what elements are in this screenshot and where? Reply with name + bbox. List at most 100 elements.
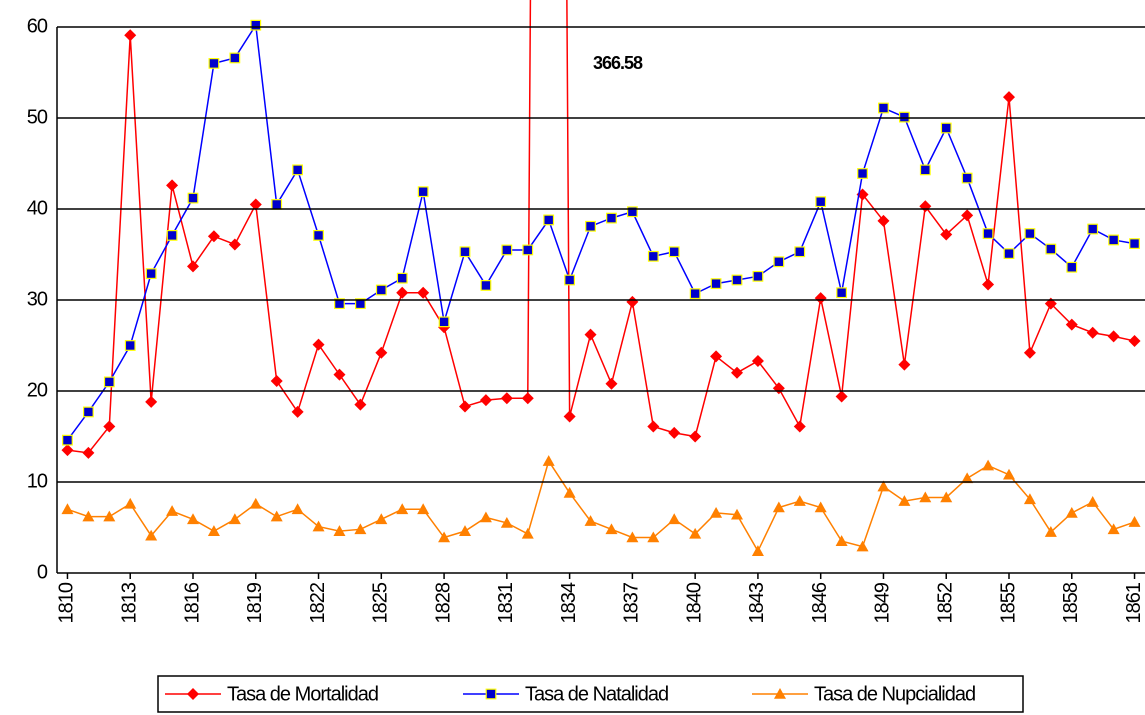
x-tick-label: 1816 <box>181 582 203 623</box>
point <box>207 230 220 243</box>
series-line <box>67 0 1135 454</box>
point <box>61 503 74 515</box>
point <box>751 545 764 556</box>
x-tick-label: 1858 <box>1060 582 1082 623</box>
point <box>270 510 283 522</box>
y-tick-label: 40 <box>27 197 48 219</box>
point <box>1128 516 1141 527</box>
point <box>459 246 471 258</box>
point <box>794 246 806 258</box>
point <box>334 298 345 310</box>
point <box>187 192 199 204</box>
point <box>250 19 262 31</box>
point <box>501 244 513 256</box>
x-tick-label: 1831 <box>495 582 517 623</box>
point <box>103 376 115 388</box>
legend <box>157 675 1024 713</box>
point <box>940 228 953 241</box>
point <box>459 525 471 536</box>
point <box>835 535 848 546</box>
point <box>793 420 806 433</box>
x-tick-label: 1849 <box>872 582 894 623</box>
point <box>145 268 157 280</box>
point <box>626 531 639 543</box>
point <box>521 392 534 405</box>
point <box>584 328 597 341</box>
point <box>857 168 868 179</box>
point <box>605 377 618 390</box>
point <box>814 501 827 513</box>
point <box>961 172 973 184</box>
point <box>228 513 241 525</box>
point <box>836 287 848 299</box>
point <box>249 198 262 211</box>
point <box>459 400 471 413</box>
point <box>647 420 660 433</box>
point <box>292 164 304 176</box>
point <box>647 250 659 262</box>
point <box>898 495 911 506</box>
plot-area <box>61 0 1141 556</box>
point <box>1024 228 1036 239</box>
point <box>82 510 95 522</box>
y-tick-label: 10 <box>27 470 48 492</box>
point <box>1003 91 1015 104</box>
point <box>438 316 450 328</box>
point <box>396 272 408 284</box>
point <box>208 57 220 69</box>
point <box>354 398 367 411</box>
point <box>166 229 178 241</box>
point <box>772 501 785 513</box>
legend-marker <box>485 688 497 700</box>
point <box>1129 238 1140 249</box>
point <box>480 280 492 291</box>
x-tick-label: 1822 <box>307 582 329 623</box>
point <box>291 503 304 515</box>
point <box>647 531 660 543</box>
series-line <box>67 459 1135 553</box>
point <box>1087 223 1099 235</box>
point <box>1023 493 1036 505</box>
point <box>731 508 743 520</box>
legend-marker <box>774 688 786 699</box>
point <box>1086 326 1099 339</box>
x-tick-label: 1840 <box>683 582 705 623</box>
point <box>919 491 932 503</box>
point <box>124 29 137 42</box>
point <box>751 354 764 367</box>
point <box>1086 496 1099 507</box>
point <box>563 486 576 498</box>
point <box>752 270 764 282</box>
point <box>731 274 743 286</box>
x-tick-label: 1813 <box>119 582 141 623</box>
point <box>982 278 995 291</box>
point <box>521 527 534 539</box>
point <box>375 284 387 296</box>
point <box>500 392 513 405</box>
point <box>605 523 618 535</box>
point <box>396 503 409 515</box>
point <box>1044 526 1057 537</box>
y-tick-label: 0 <box>37 561 48 583</box>
point <box>61 444 74 457</box>
point <box>961 209 974 222</box>
point <box>438 531 451 543</box>
point <box>417 286 430 299</box>
point <box>124 340 136 351</box>
y-tick-label: 50 <box>27 106 48 128</box>
point <box>375 513 388 525</box>
point <box>731 366 743 379</box>
point <box>479 511 492 523</box>
point <box>354 523 367 535</box>
point <box>668 246 680 258</box>
point <box>417 503 430 515</box>
point <box>396 286 409 299</box>
point <box>919 164 931 176</box>
legend-label: Tasa de Mortalidad <box>227 683 378 705</box>
point <box>145 395 158 408</box>
point <box>773 256 785 268</box>
point <box>606 212 617 224</box>
point <box>270 374 283 387</box>
point <box>333 525 346 536</box>
x-tick-label: 1855 <box>997 582 1019 623</box>
